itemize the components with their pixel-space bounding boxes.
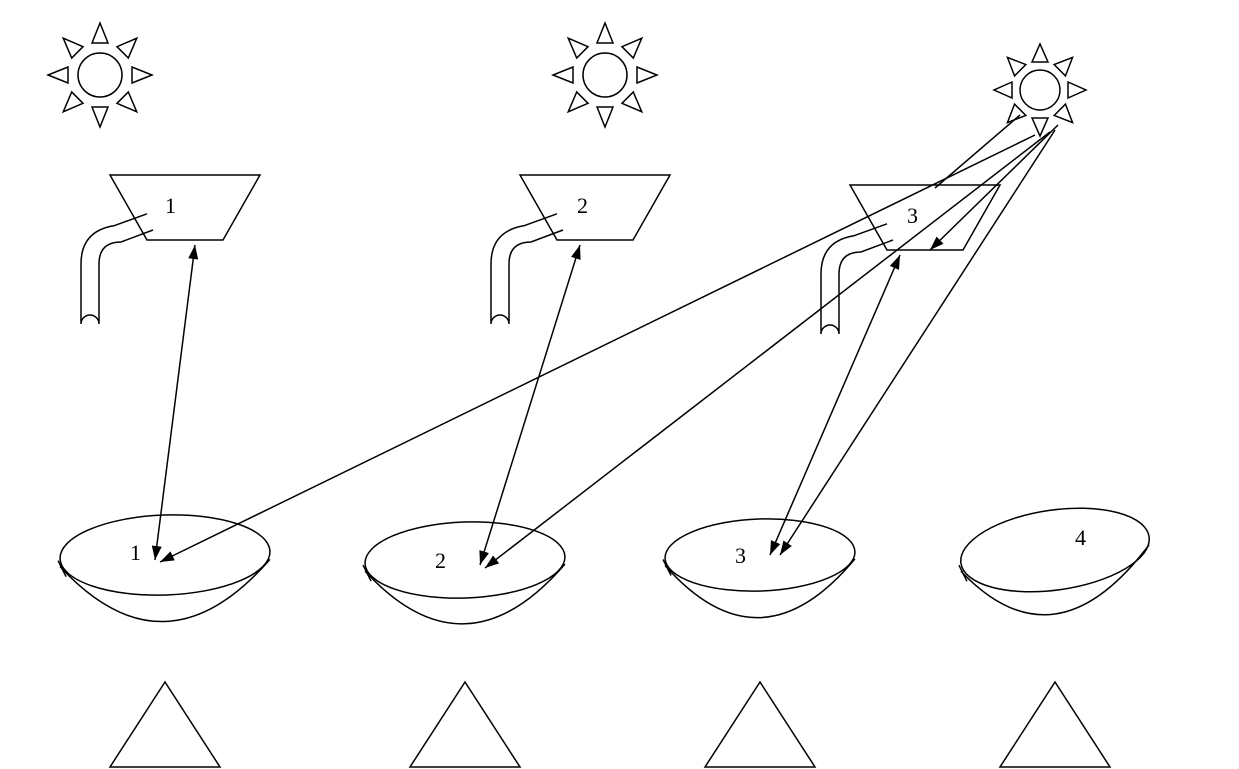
- arrowhead-icon: [780, 541, 792, 555]
- arrowhead-icon: [479, 550, 489, 565]
- sun-icon: [553, 23, 657, 127]
- arrowhead-icon: [188, 245, 198, 260]
- arrowhead-icon: [485, 555, 499, 568]
- sun-icon: [48, 23, 152, 127]
- dish-icon: 1: [58, 511, 271, 767]
- receiver-icon: 1: [81, 175, 260, 324]
- dish-label: 1: [130, 540, 141, 565]
- ray-arrow: [480, 245, 580, 565]
- dish-icon: 2: [363, 519, 566, 767]
- arrowhead-icon: [890, 255, 900, 270]
- ray-arrow: [935, 115, 1020, 188]
- diagram-canvas: 1 2 3 1 2 3 4: [0, 0, 1239, 769]
- arrowhead-icon: [571, 245, 581, 260]
- dish-icon: 3: [663, 516, 856, 767]
- receiver-label: 2: [577, 193, 588, 218]
- ray-arrow: [930, 125, 1058, 250]
- dish-label: 3: [735, 543, 746, 568]
- ray-arrow: [155, 245, 195, 560]
- receiver-label: 3: [907, 203, 918, 228]
- dish-label: 4: [1075, 525, 1086, 550]
- sun-icon: [994, 44, 1086, 136]
- receiver-icon: 2: [491, 175, 670, 324]
- ray-arrow: [770, 255, 900, 555]
- arrowhead-icon: [770, 540, 780, 555]
- ray-arrow: [485, 132, 1050, 568]
- dish-label: 2: [435, 548, 446, 573]
- ray-arrow: [780, 130, 1055, 555]
- dish-icon: 4: [955, 497, 1154, 767]
- arrowhead-icon: [152, 545, 162, 560]
- receiver-label: 1: [165, 193, 176, 218]
- ray-arrow: [160, 135, 1035, 562]
- arrowhead-icon: [160, 551, 175, 562]
